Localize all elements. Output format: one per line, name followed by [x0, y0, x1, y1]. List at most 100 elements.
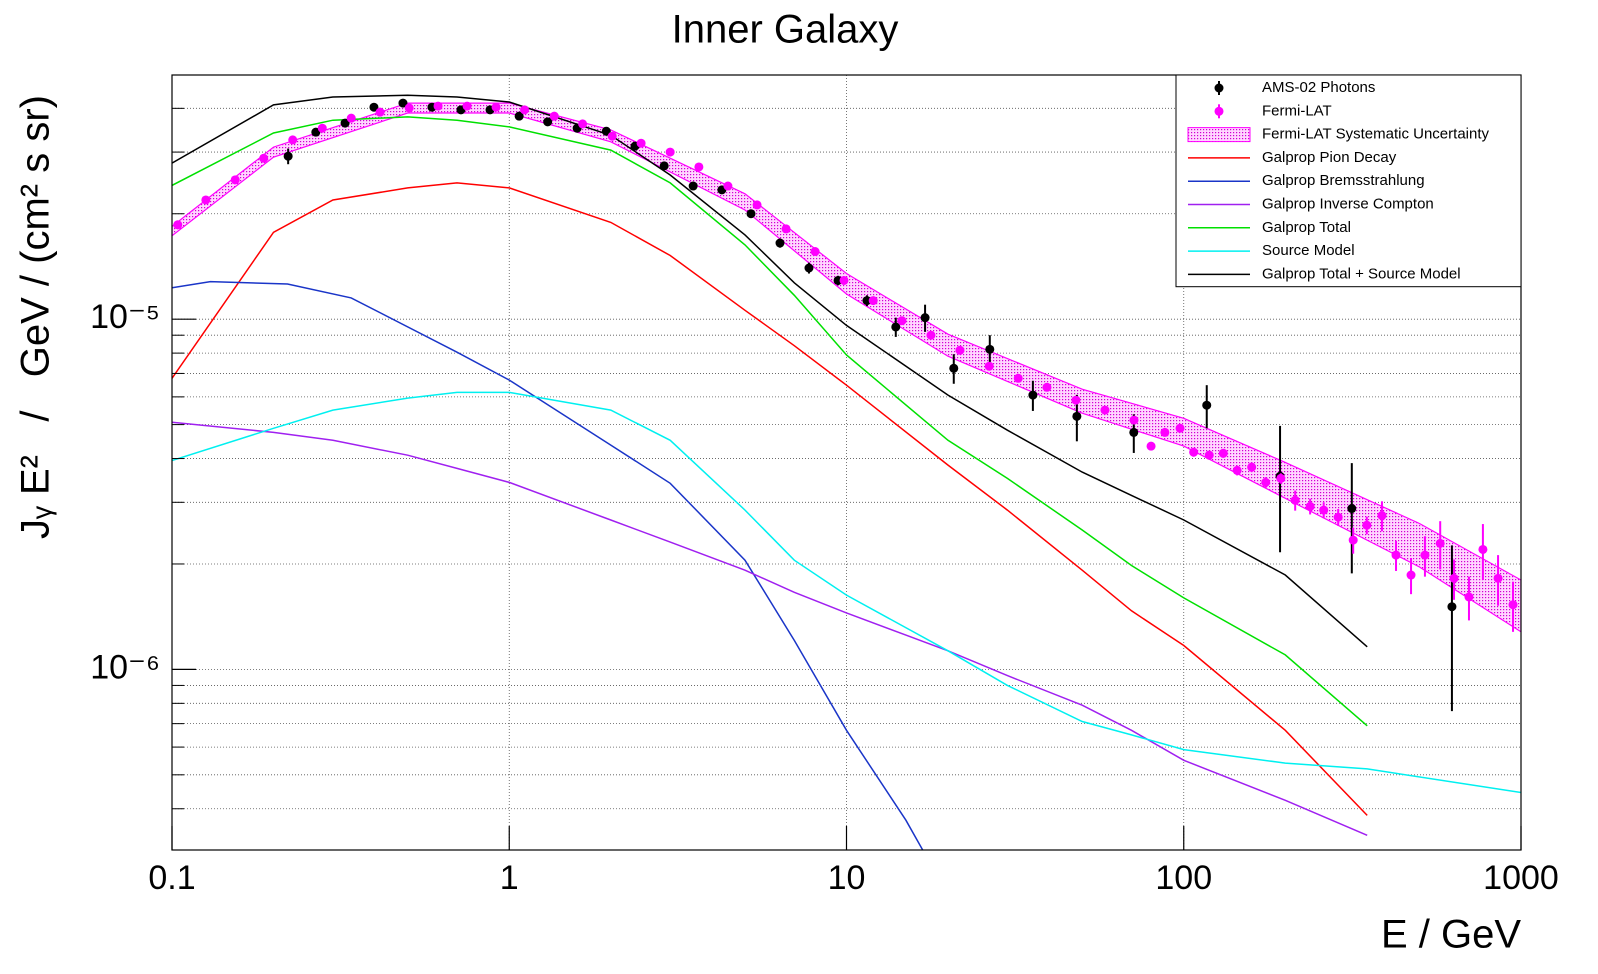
data-point	[1175, 423, 1185, 433]
data-point	[462, 101, 472, 111]
data-point	[1100, 405, 1110, 415]
legend-label: Galprop Pion Decay	[1262, 149, 1397, 166]
data-point	[984, 361, 994, 371]
data-point	[578, 119, 588, 129]
data-point	[1247, 462, 1257, 472]
legend-label: Galprop Inverse Compton	[1262, 195, 1434, 212]
data-point	[311, 127, 321, 137]
data-point	[926, 330, 936, 340]
data-point	[1290, 495, 1300, 505]
data-point	[723, 181, 733, 191]
data-point	[1160, 427, 1170, 437]
data-point	[1071, 395, 1081, 405]
legend: AMS-02 Photons Fermi-LAT Fermi-LAT Systema…	[1175, 74, 1522, 288]
data-point	[1391, 550, 1401, 560]
x-axis-title: E / GeV	[1381, 913, 1521, 957]
data-point	[433, 101, 443, 111]
model-line	[172, 94, 1368, 648]
data-point	[636, 138, 646, 148]
data-point	[1013, 373, 1023, 383]
data-point	[259, 153, 269, 163]
data-point	[1508, 600, 1518, 610]
data-point	[949, 363, 959, 373]
data-point	[1406, 570, 1416, 580]
data-point	[340, 118, 350, 128]
data-point	[868, 296, 878, 306]
data-point	[694, 162, 704, 172]
data-point	[230, 175, 240, 185]
legend-label: Galprop Total + Source Model	[1262, 265, 1461, 282]
model-line	[172, 421, 1368, 836]
data-point	[201, 195, 211, 205]
axes: 0.1 1 10 100 1000 10⁻⁶ 10⁻⁵	[90, 107, 1559, 897]
legend-label: Source Model	[1262, 242, 1355, 259]
data-point	[1218, 448, 1228, 458]
data-point	[1189, 447, 1199, 457]
data-point	[1420, 550, 1430, 560]
data-point	[1347, 504, 1357, 514]
data-point	[549, 111, 559, 121]
chart-title: Inner Galaxy	[672, 8, 899, 52]
data-point	[810, 247, 820, 257]
data-point	[1435, 538, 1445, 548]
model-line	[172, 391, 1521, 794]
model-line	[172, 182, 1368, 816]
data-point	[1464, 592, 1474, 602]
legend-label: AMS-02 Photons	[1262, 79, 1375, 96]
data-point	[862, 296, 872, 306]
legend-label: Fermi-LAT	[1262, 102, 1332, 119]
x-tick-label: 0.1	[148, 859, 195, 897]
model-line	[172, 116, 1368, 727]
data-point	[543, 117, 553, 127]
data-point	[491, 102, 501, 112]
data-point	[688, 181, 698, 191]
data-point	[1261, 477, 1271, 487]
data-point	[746, 209, 756, 219]
data-point	[781, 224, 791, 234]
data-point	[1146, 441, 1156, 451]
data-point	[520, 105, 530, 115]
data-point	[920, 313, 930, 323]
legend-label: Fermi-LAT Systematic Uncertainty	[1262, 126, 1489, 143]
x-tick-label: 100	[1155, 859, 1212, 897]
data-point	[1202, 400, 1212, 410]
data-point	[1129, 427, 1139, 437]
plot-area	[172, 94, 1521, 850]
data-point	[1276, 473, 1286, 483]
data-point	[659, 161, 669, 171]
data-point	[346, 113, 356, 123]
data-point	[1319, 505, 1329, 515]
data-point	[804, 263, 814, 273]
data-point	[283, 151, 293, 161]
legend-swatch	[1187, 127, 1251, 143]
data-point	[375, 107, 385, 117]
legend-swatch	[1214, 106, 1224, 116]
data-point	[1348, 535, 1358, 545]
uncertainty-band	[172, 102, 1521, 633]
data-point	[404, 103, 414, 113]
data-point	[317, 123, 327, 133]
data-point	[1447, 602, 1457, 612]
data-point	[897, 316, 907, 326]
data-point	[1232, 465, 1242, 475]
data-point	[1333, 512, 1343, 522]
data-point	[1493, 573, 1503, 583]
data-point	[1305, 501, 1315, 511]
y-axis-title: Jᵧ E² / GeV / (cm² s sr)	[14, 95, 58, 539]
data-point	[514, 111, 524, 121]
x-tick-label: 1	[500, 859, 519, 897]
data-point	[1129, 415, 1139, 425]
data-point	[985, 344, 995, 354]
data-point	[1028, 390, 1038, 400]
data-point	[173, 220, 183, 230]
x-tick-label: 10	[828, 859, 866, 897]
legend-label: Galprop Total	[1262, 219, 1351, 236]
data-point	[775, 238, 785, 248]
data-point	[288, 135, 298, 145]
data-point	[1377, 511, 1387, 521]
data-point	[601, 126, 611, 136]
data-point	[839, 275, 849, 285]
data-point	[1204, 450, 1214, 460]
data-point	[955, 345, 965, 355]
